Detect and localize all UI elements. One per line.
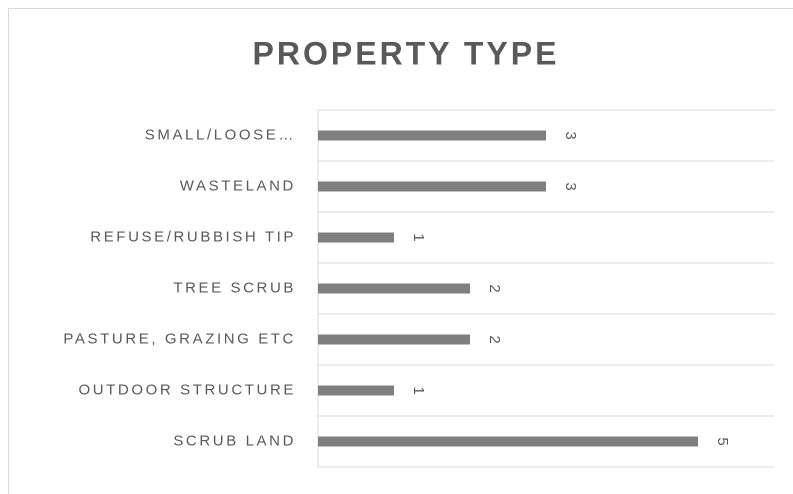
chart-title: PROPERTY TYPE: [253, 35, 560, 71]
bar: [318, 232, 394, 243]
data-label: 1: [410, 386, 427, 394]
bar: [318, 130, 546, 141]
bar: [318, 334, 470, 345]
y-tick-label: SCRUB LAND: [173, 432, 296, 449]
chart-border: [8, 8, 793, 494]
y-tick-label: OUTDOOR STRUCTURE: [78, 381, 296, 398]
y-tick-label: SMALL/LOOSE…: [145, 126, 296, 143]
data-label: 2: [486, 335, 503, 343]
data-label: 3: [562, 182, 579, 190]
bar: [318, 436, 698, 447]
y-tick-label: PASTURE, GRAZING ETC: [63, 330, 296, 347]
y-tick-label: TREE SCRUB: [173, 279, 296, 296]
y-tick-label: WASTELAND: [180, 177, 296, 194]
bar: [318, 181, 546, 192]
y-tick-label: REFUSE/RUBBISH TIP: [90, 228, 296, 245]
data-label: 3: [562, 131, 579, 139]
bar: [318, 283, 470, 294]
bar: [318, 385, 394, 396]
data-label: 5: [714, 437, 731, 445]
data-label: 1: [410, 233, 427, 241]
data-label: 2: [486, 284, 503, 292]
